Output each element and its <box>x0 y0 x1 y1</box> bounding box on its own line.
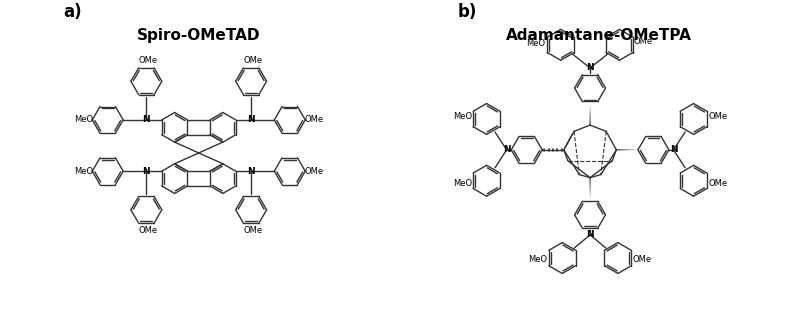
Text: MeO: MeO <box>453 112 472 121</box>
Text: MeO: MeO <box>74 115 93 125</box>
Text: OMe: OMe <box>138 56 157 65</box>
Text: OMe: OMe <box>243 226 262 235</box>
Text: OMe: OMe <box>304 115 324 125</box>
Text: OMe: OMe <box>138 226 157 235</box>
Text: OMe: OMe <box>634 37 653 46</box>
Text: N: N <box>247 167 255 176</box>
Text: MeO: MeO <box>526 39 545 48</box>
Text: N: N <box>586 63 594 73</box>
Text: OMe: OMe <box>708 112 727 121</box>
Polygon shape <box>589 104 591 125</box>
Text: Adamantane-OMeTPA: Adamantane-OMeTPA <box>506 28 692 43</box>
Text: a): a) <box>63 3 81 21</box>
Text: N: N <box>502 145 510 154</box>
Text: MeO: MeO <box>74 167 93 176</box>
Text: MeO: MeO <box>529 255 548 264</box>
Text: MeO: MeO <box>453 179 472 188</box>
Text: N: N <box>142 115 150 125</box>
Text: N: N <box>586 230 594 239</box>
Text: OMe: OMe <box>632 255 652 264</box>
Text: OMe: OMe <box>243 56 262 65</box>
Text: Spiro-OMeTAD: Spiro-OMeTAD <box>137 28 261 43</box>
Polygon shape <box>616 149 638 150</box>
Polygon shape <box>589 178 591 199</box>
Text: N: N <box>669 145 677 154</box>
Text: OMe: OMe <box>708 179 727 188</box>
Text: N: N <box>247 115 255 125</box>
Text: N: N <box>142 167 150 176</box>
Text: OMe: OMe <box>304 167 324 176</box>
Text: b): b) <box>457 3 476 21</box>
